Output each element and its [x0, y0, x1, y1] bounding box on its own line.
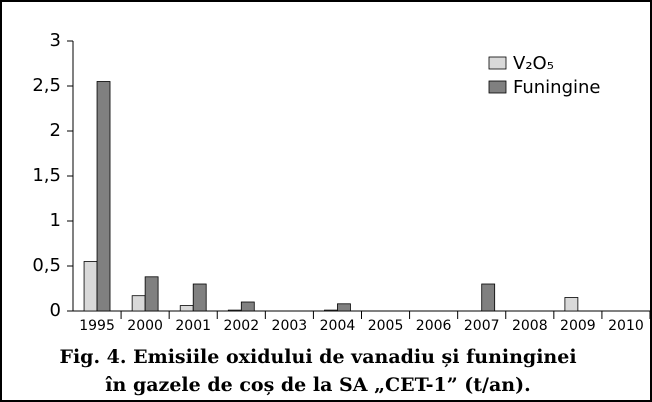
x-tick-label: 2005	[368, 318, 404, 334]
bar	[227, 309, 242, 312]
legend-label: V₂O₅	[513, 53, 554, 74]
x-tick-label: 2001	[175, 318, 211, 334]
x-tick-label: 2009	[560, 318, 596, 334]
bar	[337, 303, 351, 312]
bar	[179, 305, 194, 312]
caption-line: Fig. 4. Emisiile oxidului de vanadiu și …	[59, 346, 576, 368]
bar	[481, 283, 496, 312]
bar	[144, 276, 159, 312]
x-tick-label: 2007	[464, 318, 500, 334]
bar	[83, 261, 98, 312]
bar	[564, 297, 579, 312]
y-tick-label: 2	[50, 120, 61, 141]
x-tick-label: 1995	[79, 318, 115, 334]
y-tick-label: 1,5	[32, 165, 61, 186]
x-tick-label: 2002	[223, 318, 259, 334]
x-tick-label: 2004	[320, 318, 356, 334]
x-tick-label: 2008	[512, 318, 548, 334]
x-tick-label: 2010	[608, 318, 644, 334]
y-tick-label: 0	[50, 300, 61, 321]
bar	[96, 81, 111, 312]
y-tick-label: 1	[50, 210, 61, 231]
bar	[192, 283, 207, 312]
legend-label: Funingine	[513, 77, 601, 98]
x-tick-label: 2006	[416, 318, 452, 334]
bar	[131, 295, 146, 312]
bar	[240, 301, 255, 312]
x-tick-label: 2003	[272, 318, 308, 334]
y-tick-label: 2,5	[32, 75, 61, 96]
x-tick-label: 2000	[127, 318, 163, 334]
caption-line: în gazele de coș de la SA „CET-1” (t/an)…	[105, 374, 530, 396]
y-tick-label: 0,5	[32, 255, 61, 276]
bar	[324, 309, 338, 312]
legend-swatch	[488, 80, 507, 94]
legend-swatch	[488, 56, 507, 70]
y-tick-label: 3	[50, 30, 61, 51]
